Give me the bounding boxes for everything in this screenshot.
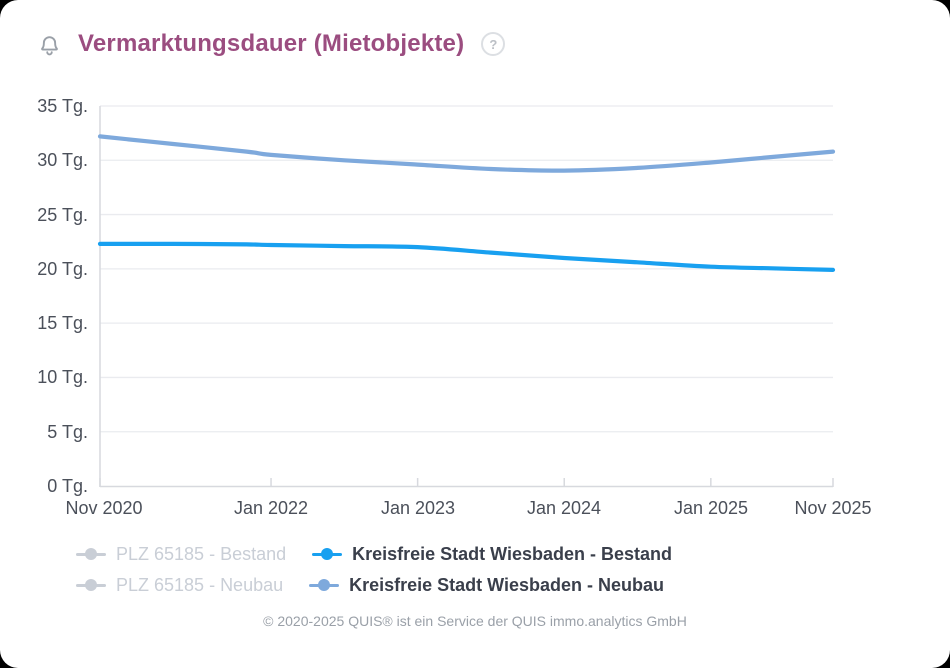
help-icon[interactable]: ? xyxy=(481,32,506,56)
y-axis-label: 25 Tg. xyxy=(37,205,88,225)
y-axis-label: 15 Tg. xyxy=(37,313,88,333)
y-axis-label: 5 Tg. xyxy=(47,422,88,442)
legend-item-wiesbaden-neubau[interactable]: Kreisfreie Stadt Wiesbaden - Neubau xyxy=(309,574,664,596)
page-title: Vermarktungsdauer (Mietobjekte) xyxy=(78,30,465,57)
y-axis-label: 10 Tg. xyxy=(37,367,88,387)
legend-marker-icon xyxy=(312,543,343,565)
legend-item-label: Kreisfreie Stadt Wiesbaden - Bestand xyxy=(352,543,673,564)
notification-bell-icon[interactable] xyxy=(36,31,63,58)
legend-marker-icon xyxy=(309,574,340,596)
x-axis-label: Jan 2025 xyxy=(673,498,749,518)
x-axis-label: Jan 2022 xyxy=(233,498,309,518)
x-axis-label: Nov 2025 xyxy=(794,498,872,518)
legend-item-label: Kreisfreie Stadt Wiesbaden - Neubau xyxy=(349,574,665,595)
x-axis-label: Jan 2023 xyxy=(380,498,456,518)
chart-header: Vermarktungsdauer (Mietobjekte) ? xyxy=(36,30,506,58)
legend-item-label: PLZ 65185 - Bestand xyxy=(116,543,287,564)
x-axis-label: Jan 2024 xyxy=(526,498,602,518)
legend-marker-icon xyxy=(76,543,106,565)
chart-legend: PLZ 65185 - Bestand Kreisfreie Stadt Wie… xyxy=(76,543,888,596)
y-axis-label: 35 Tg. xyxy=(37,96,88,116)
y-axis-label: 0 Tg. xyxy=(47,476,88,496)
series-line-kreisfreie-stadt-wiesbaden-neubau xyxy=(97,134,836,173)
copyright-text: © 2020-2025 QUIS® ist ein Service der QU… xyxy=(263,613,687,629)
x-axis-label: Nov 2020 xyxy=(65,498,143,518)
y-axis-label: 30 Tg. xyxy=(37,150,88,170)
legend-item-wiesbaden-bestand[interactable]: Kreisfreie Stadt Wiesbaden - Bestand xyxy=(312,543,672,565)
legend-item-plz65185-neubau[interactable]: PLZ 65185 - Neubau xyxy=(76,574,283,596)
legend-item-plz65185-bestand[interactable]: PLZ 65185 - Bestand xyxy=(76,543,286,565)
y-axis-label: 20 Tg. xyxy=(37,259,88,279)
legend-marker-icon xyxy=(76,574,106,596)
series-line-kreisfreie-stadt-wiesbaden-bestand xyxy=(97,241,836,272)
legend-item-label: PLZ 65185 - Neubau xyxy=(116,574,284,595)
